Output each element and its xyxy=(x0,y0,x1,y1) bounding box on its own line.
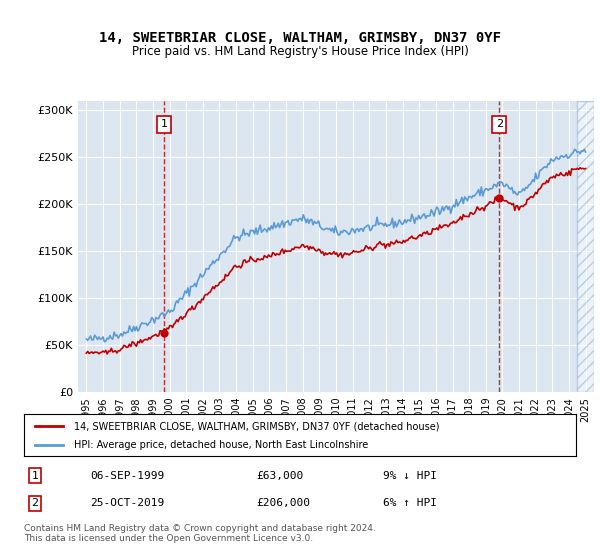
Text: £63,000: £63,000 xyxy=(256,470,303,480)
Text: Price paid vs. HM Land Registry's House Price Index (HPI): Price paid vs. HM Land Registry's House … xyxy=(131,45,469,58)
Text: 06-SEP-1999: 06-SEP-1999 xyxy=(90,470,164,480)
Text: 1: 1 xyxy=(161,119,168,129)
Text: 9% ↓ HPI: 9% ↓ HPI xyxy=(383,470,437,480)
Text: 14, SWEETBRIAR CLOSE, WALTHAM, GRIMSBY, DN37 0YF (detached house): 14, SWEETBRIAR CLOSE, WALTHAM, GRIMSBY, … xyxy=(74,421,439,431)
Text: 14, SWEETBRIAR CLOSE, WALTHAM, GRIMSBY, DN37 0YF: 14, SWEETBRIAR CLOSE, WALTHAM, GRIMSBY, … xyxy=(99,31,501,45)
Text: Contains HM Land Registry data © Crown copyright and database right 2024.
This d: Contains HM Land Registry data © Crown c… xyxy=(24,524,376,543)
Text: 1: 1 xyxy=(32,470,38,480)
Text: 2: 2 xyxy=(31,498,38,508)
Text: 2: 2 xyxy=(496,119,503,129)
Text: 25-OCT-2019: 25-OCT-2019 xyxy=(90,498,164,508)
Text: HPI: Average price, detached house, North East Lincolnshire: HPI: Average price, detached house, Nort… xyxy=(74,440,368,450)
Text: £206,000: £206,000 xyxy=(256,498,310,508)
Text: 6% ↑ HPI: 6% ↑ HPI xyxy=(383,498,437,508)
